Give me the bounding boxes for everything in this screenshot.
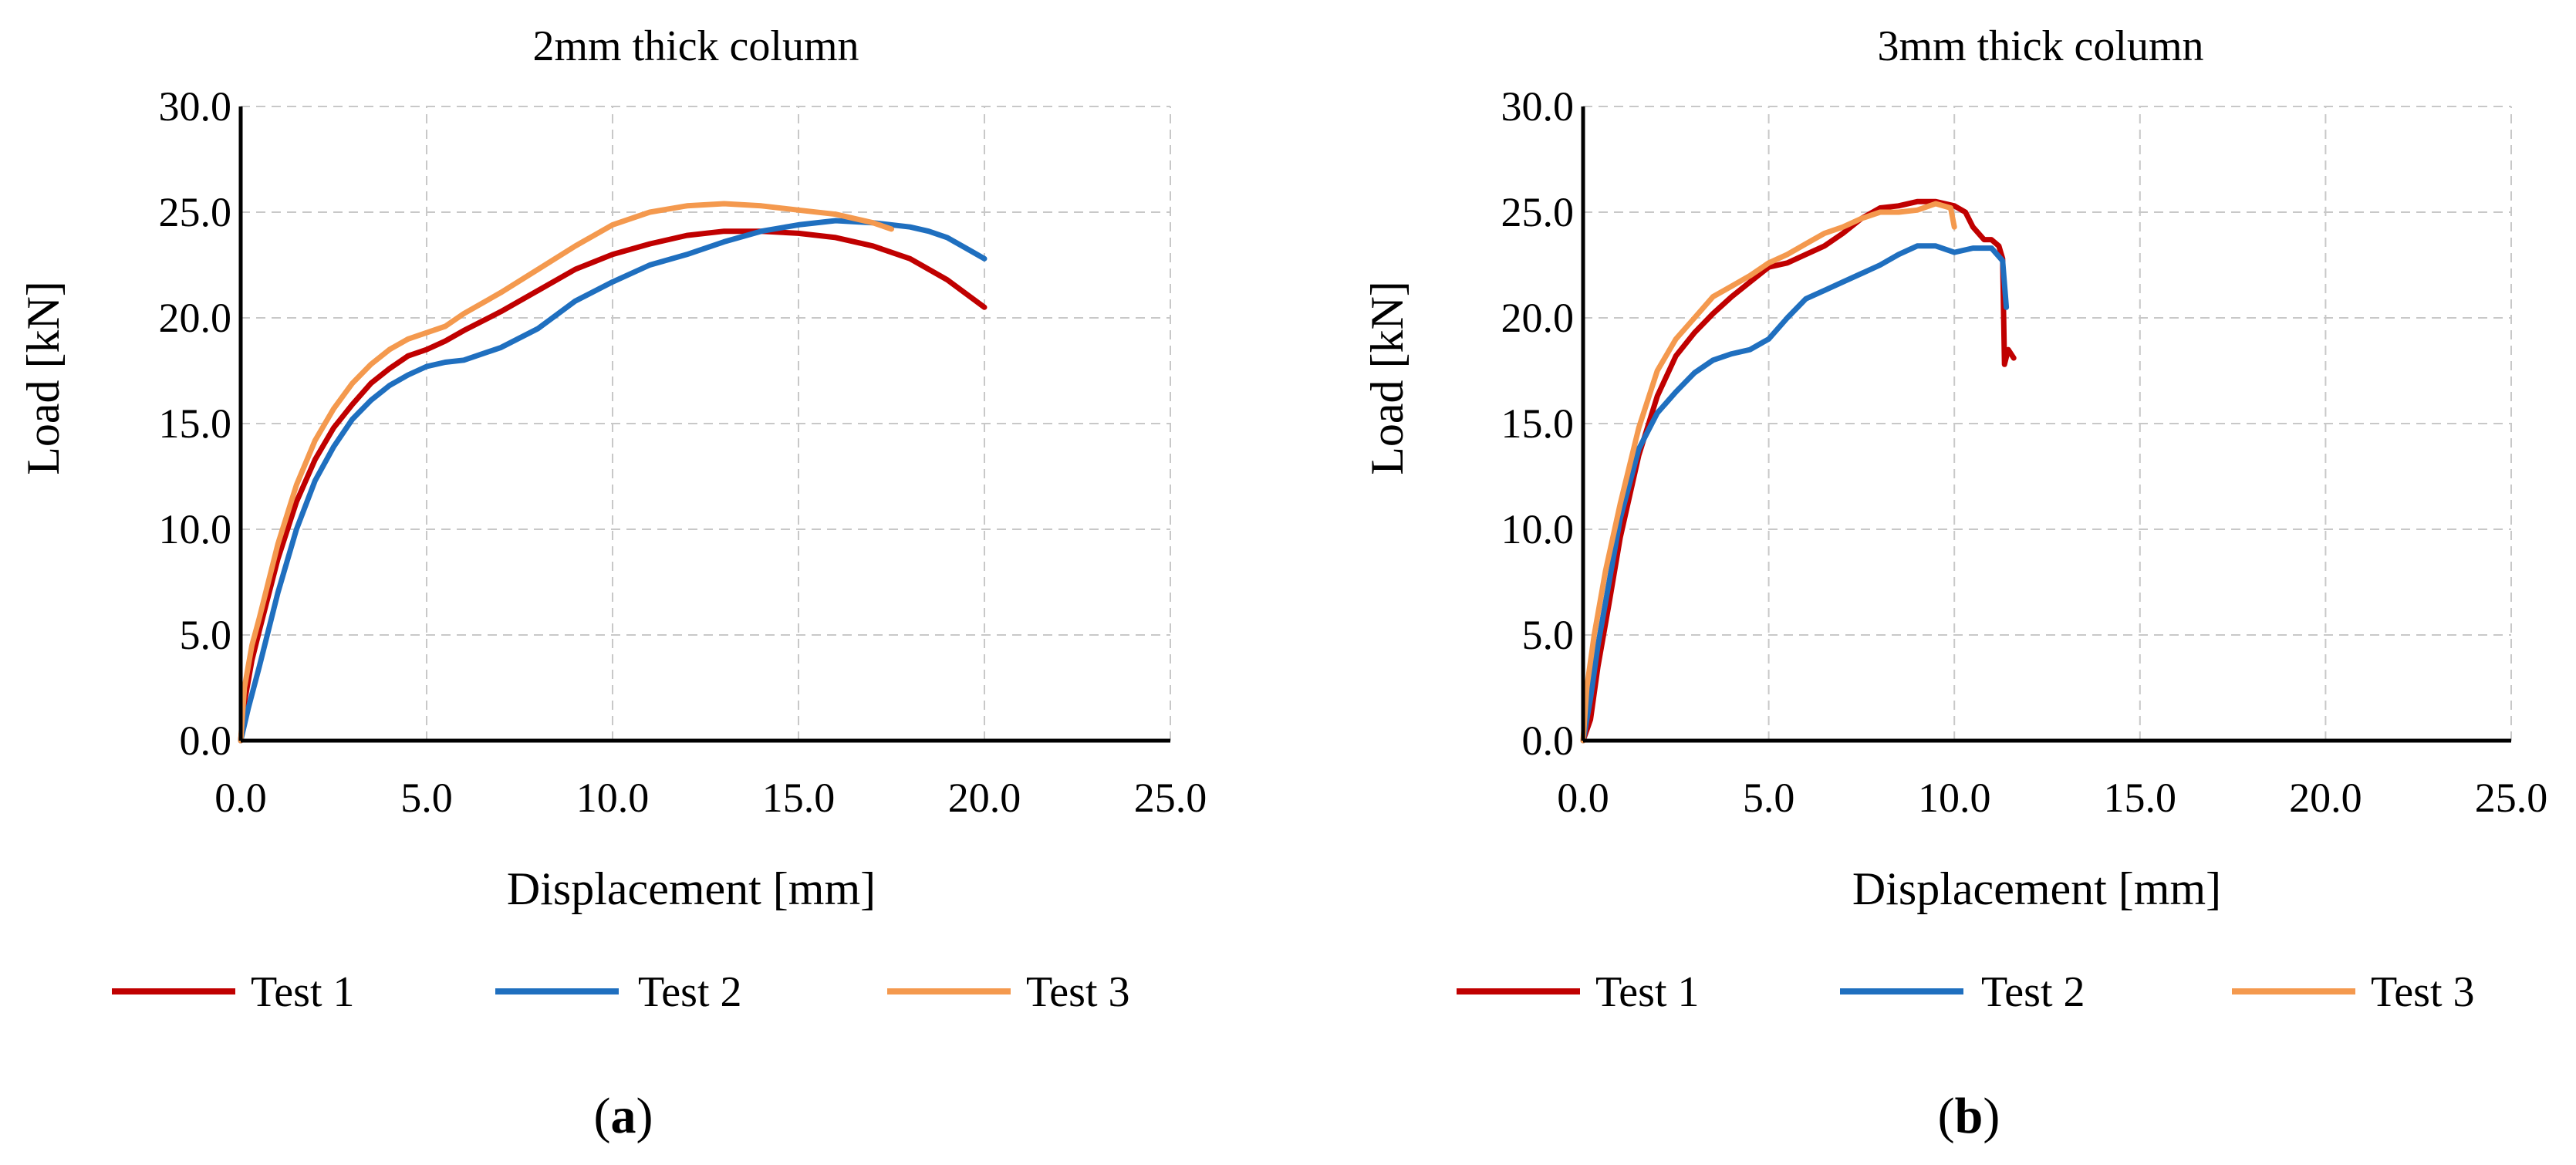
legend-label-test-1: Test 1 xyxy=(251,968,355,1016)
legend: Test 1 Test 2 Test 3 xyxy=(112,968,1130,1016)
chart-title: 2mm thick column xyxy=(532,22,859,70)
y-tick-labels: 0.0 5.0 10.0 15.0 20.0 25.0 30.0 xyxy=(159,83,232,764)
series-line-test-1 xyxy=(238,228,988,744)
series-line-test-2 xyxy=(1580,243,2010,744)
x-tick-label: 0.0 xyxy=(1557,775,1609,821)
x-tick-label: 20.0 xyxy=(2289,775,2362,821)
y-tick-label: 20.0 xyxy=(1501,295,1575,341)
x-tick-label: 5.0 xyxy=(400,775,453,821)
x-axis-label: Displacement [mm] xyxy=(1852,863,2221,914)
panel-label-letter: b xyxy=(1955,1088,1983,1144)
chart-panel-b: 3mm thick column 0.0 5.0 10.0 15.0 20.0 25.0 3… xyxy=(1362,22,2547,1144)
y-tick-label: 30.0 xyxy=(1501,83,1575,130)
x-tick-label: 15.0 xyxy=(2104,775,2177,821)
x-tick-label: 20.0 xyxy=(948,775,1021,821)
x-tick-label: 25.0 xyxy=(1134,775,1207,821)
y-tick-label: 15.0 xyxy=(1501,400,1575,447)
x-tick-label: 25.0 xyxy=(2475,775,2548,821)
series-line-test-1 xyxy=(1580,198,2017,744)
y-tick-label: 30.0 xyxy=(159,83,232,130)
x-tick-label: 10.0 xyxy=(576,775,650,821)
y-tick-label: 0.0 xyxy=(1522,718,1575,764)
chart-panel-a: 2mm thick column 0.0 5.0 10.0 15.0 20.0 25.0 3… xyxy=(18,22,1207,1144)
y-axis-label: Load [kN] xyxy=(1362,281,1413,475)
x-tick-label: 10.0 xyxy=(1918,775,1991,821)
panel-label: (b) xyxy=(1938,1088,2000,1144)
series-line-test-3 xyxy=(1580,201,1957,744)
x-tick-label: 0.0 xyxy=(214,775,267,821)
panel-label: (a) xyxy=(594,1088,653,1144)
series-group xyxy=(1580,198,2017,744)
y-axis-label: Load [kN] xyxy=(18,281,69,475)
legend-label-test-2: Test 2 xyxy=(1981,968,2085,1016)
legend-label-test-2: Test 2 xyxy=(638,968,742,1016)
legend: Test 1 Test 2 Test 3 xyxy=(1457,968,2475,1016)
y-tick-labels: 0.0 5.0 10.0 15.0 20.0 25.0 30.0 xyxy=(1501,83,1575,764)
y-tick-label: 25.0 xyxy=(1501,189,1575,235)
y-tick-label: 25.0 xyxy=(159,189,232,235)
y-tick-label: 5.0 xyxy=(1522,612,1575,658)
series-line-test-3 xyxy=(238,201,894,744)
legend-label-test-3: Test 3 xyxy=(1026,968,1130,1016)
y-tick-label: 20.0 xyxy=(159,295,232,341)
panel-label-letter: a xyxy=(611,1088,636,1144)
y-tick-label: 5.0 xyxy=(180,612,232,658)
x-tick-labels: 0.0 5.0 10.0 15.0 20.0 25.0 xyxy=(1557,775,2547,821)
grid xyxy=(1583,106,2512,741)
y-tick-label: 15.0 xyxy=(159,400,232,447)
x-tick-label: 15.0 xyxy=(762,775,836,821)
x-axis-label: Displacement [mm] xyxy=(507,863,876,914)
x-tick-label: 5.0 xyxy=(1743,775,1795,821)
legend-label-test-1: Test 1 xyxy=(1595,968,1700,1016)
grid xyxy=(241,106,1171,741)
legend-label-test-3: Test 3 xyxy=(2371,968,2475,1016)
series-group xyxy=(238,201,988,744)
y-tick-label: 10.0 xyxy=(1501,506,1575,552)
x-tick-labels: 0.0 5.0 10.0 15.0 20.0 25.0 xyxy=(214,775,1207,821)
y-tick-label: 0.0 xyxy=(180,718,232,764)
chart-title: 3mm thick column xyxy=(1877,22,2203,70)
y-tick-label: 10.0 xyxy=(159,506,232,552)
